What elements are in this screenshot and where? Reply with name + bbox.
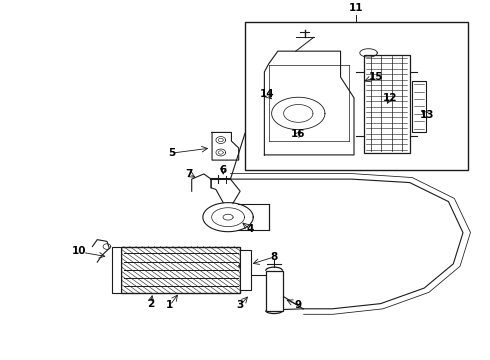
Bar [266, 271, 283, 311]
Text: 8: 8 [270, 252, 278, 262]
Text: 2: 2 [147, 298, 154, 309]
Bar [122, 247, 240, 293]
Text: 7: 7 [186, 169, 193, 179]
Text: 1: 1 [166, 300, 173, 310]
Text: 9: 9 [294, 300, 302, 310]
Text: 5: 5 [168, 148, 175, 158]
Bar [245, 22, 468, 171]
Bar [240, 250, 251, 290]
Bar [412, 81, 426, 132]
Bar [112, 247, 122, 293]
Text: 4: 4 [246, 224, 253, 234]
Text: 13: 13 [419, 110, 434, 120]
Text: 6: 6 [220, 166, 227, 175]
Text: 12: 12 [383, 93, 397, 103]
Text: 11: 11 [349, 3, 364, 13]
Text: 16: 16 [291, 129, 306, 139]
Text: 15: 15 [368, 72, 383, 82]
Text: 14: 14 [260, 89, 274, 99]
Bar [364, 55, 410, 153]
Text: 3: 3 [237, 300, 244, 310]
Text: 10: 10 [72, 246, 87, 256]
